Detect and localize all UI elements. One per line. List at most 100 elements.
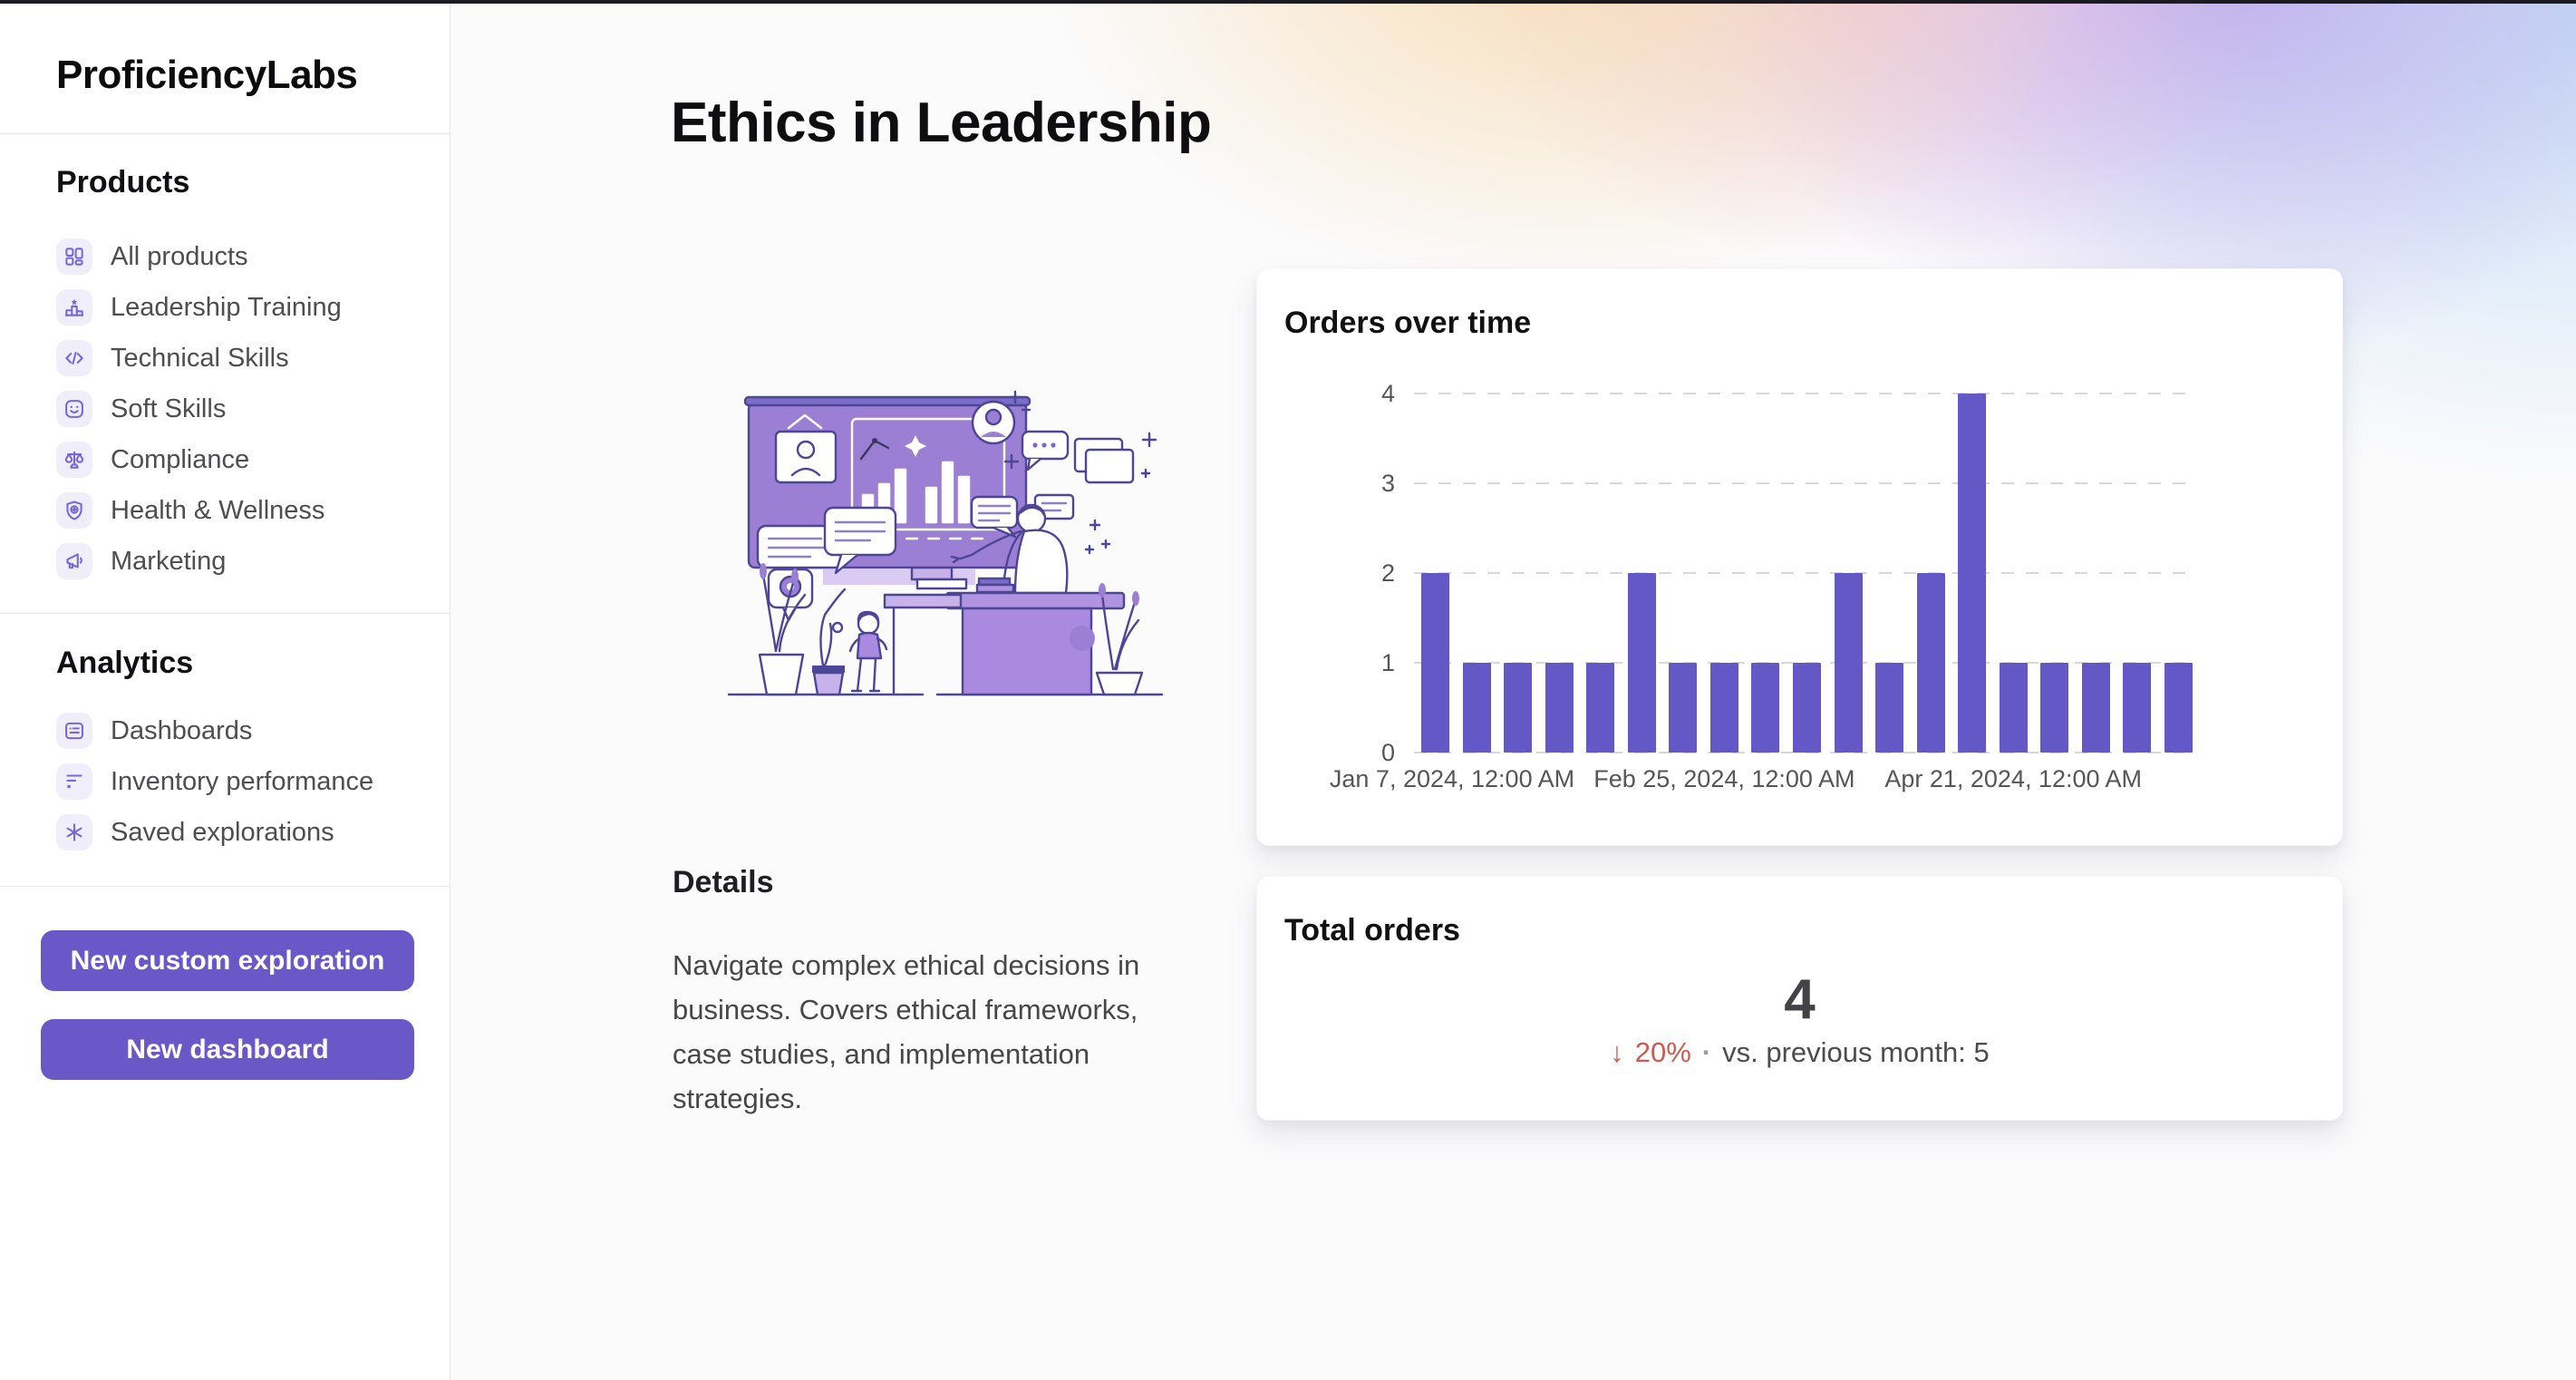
comparison-row: ↓ 20% · vs. previous month: 5 bbox=[1257, 1036, 2342, 1069]
megaphone-icon bbox=[56, 543, 92, 579]
gridline-y-3 bbox=[1414, 482, 2196, 484]
previous-month-comparison: vs. previous month: 5 bbox=[1722, 1036, 1990, 1068]
sidebar-item-inventory-performance[interactable]: Inventory performance bbox=[0, 756, 450, 807]
section-title-products: Products bbox=[56, 165, 190, 199]
order-bar[interactable] bbox=[1669, 663, 1698, 753]
order-bar[interactable] bbox=[1462, 663, 1491, 753]
sidebar-item-compliance[interactable]: Compliance bbox=[0, 434, 450, 485]
chart-title: Orders over time bbox=[1284, 306, 1532, 340]
total-orders-value: 4 bbox=[1784, 968, 1816, 1031]
desk bbox=[944, 577, 1126, 696]
mini-bar-chart bbox=[850, 417, 1006, 540]
divider bbox=[0, 886, 450, 887]
section-title-analytics: Analytics bbox=[56, 646, 194, 680]
training-illustration bbox=[727, 390, 1164, 696]
table bbox=[883, 593, 963, 695]
student bbox=[848, 610, 888, 693]
order-bar[interactable] bbox=[1504, 663, 1533, 753]
sidebar-item-dashboards[interactable]: Dashboards bbox=[0, 705, 450, 756]
presentation-screen bbox=[743, 395, 1031, 622]
sidebar-item-soft-skills[interactable]: Soft Skills bbox=[0, 384, 450, 434]
instructor bbox=[950, 503, 1069, 595]
profile-card bbox=[774, 413, 838, 484]
report-icon bbox=[56, 713, 92, 749]
orders-over-time-card: Orders over time 0 1 2 3 4 Jan 7, 2024, 12:00… bbox=[1256, 268, 2343, 846]
products-nav-list: All products Leadership Training Technical… bbox=[0, 231, 450, 587]
podium-icon bbox=[56, 289, 92, 326]
cards-stack-icon bbox=[1003, 432, 1157, 484]
order-bar[interactable] bbox=[1709, 663, 1738, 753]
page-title: Ethics in Leadership bbox=[671, 92, 1212, 154]
analytics-nav-list: Dashboards Inventory performance Saved exp… bbox=[0, 705, 450, 858]
bars-icon bbox=[56, 763, 92, 800]
gridline-y-2 bbox=[1414, 572, 2196, 574]
sidebar-item-label: Marketing bbox=[111, 546, 227, 576]
sidebar-item-saved-explorations[interactable]: Saved explorations bbox=[0, 807, 450, 858]
smiley-icon bbox=[56, 391, 92, 427]
sidebar-item-health-wellness[interactable]: Health & Wellness bbox=[0, 485, 450, 536]
plant bbox=[758, 563, 807, 696]
order-bar[interactable] bbox=[1627, 573, 1656, 753]
sidebar-item-label: Inventory performance bbox=[111, 766, 374, 796]
details-heading: Details bbox=[673, 865, 774, 899]
sidebar-section-products: Products All products Leadership Training… bbox=[0, 165, 450, 587]
x-axis-tick-label: Apr 21, 2024, 12:00 AM bbox=[1884, 765, 2143, 792]
sidebar-item-leadership-training[interactable]: Leadership Training bbox=[0, 282, 450, 333]
order-bar[interactable] bbox=[1586, 663, 1615, 753]
delta-percent: 20% bbox=[1634, 1036, 1691, 1068]
y-axis-tick-label: 4 bbox=[1380, 380, 1395, 407]
sidebar-item-label: Technical Skills bbox=[111, 343, 289, 373]
order-bar[interactable] bbox=[1421, 573, 1449, 753]
x-axis-tick-label: Jan 7, 2024, 12:00 AM bbox=[1329, 765, 1575, 792]
y-axis-tick-label: 0 bbox=[1380, 739, 1395, 766]
avatar-icon bbox=[971, 390, 1031, 445]
sidebar-section-analytics: Analytics Dashboards Inventory performanc… bbox=[0, 646, 450, 858]
order-bar[interactable] bbox=[1875, 663, 1904, 753]
sidebar-item-label: Compliance bbox=[111, 444, 250, 474]
shield-plus-icon bbox=[56, 492, 92, 529]
sidebar-item-marketing[interactable]: Marketing bbox=[0, 536, 450, 587]
speech-bubble bbox=[823, 506, 897, 575]
order-bar[interactable] bbox=[2081, 663, 2110, 753]
scale-icon bbox=[56, 442, 92, 478]
speech-bubble bbox=[970, 495, 1019, 539]
grid-icon bbox=[56, 238, 92, 275]
main-content: Ethics in Leadership bbox=[451, 4, 2576, 1380]
plus-sparkle bbox=[1089, 519, 1101, 531]
sidebar-item-label: Leadership Training bbox=[111, 292, 342, 322]
divider bbox=[0, 133, 450, 134]
plant bbox=[1095, 583, 1144, 696]
new-dashboard-button[interactable]: New dashboard bbox=[41, 1019, 414, 1080]
order-bar[interactable] bbox=[1916, 573, 1945, 753]
order-bar[interactable] bbox=[1751, 663, 1780, 753]
order-bar[interactable] bbox=[1834, 573, 1863, 753]
sidebar-item-all-products[interactable]: All products bbox=[0, 231, 450, 282]
divider bbox=[0, 613, 450, 614]
order-bar[interactable] bbox=[1999, 663, 2028, 753]
order-bar[interactable] bbox=[1545, 663, 1574, 753]
total-orders-title: Total orders bbox=[1284, 913, 1460, 948]
sidebar-item-label: Saved explorations bbox=[111, 817, 334, 847]
plus-sparkle bbox=[1100, 539, 1111, 549]
new-custom-exploration-button[interactable]: New custom exploration bbox=[41, 930, 414, 991]
y-axis-tick-label: 1 bbox=[1380, 649, 1395, 676]
asterisk-icon bbox=[56, 814, 92, 850]
y-axis-tick-label: 3 bbox=[1380, 470, 1395, 497]
code-icon bbox=[56, 340, 92, 376]
dot-separator: · bbox=[1701, 1036, 1712, 1068]
down-arrow-icon: ↓ bbox=[1610, 1036, 1624, 1068]
x-axis-tick-label: Feb 25, 2024, 12:00 AM bbox=[1593, 765, 1855, 792]
order-bar[interactable] bbox=[1792, 663, 1821, 753]
details-body: Navigate complex ethical decisions in bu… bbox=[673, 949, 1140, 1114]
sidebar-item-label: All products bbox=[111, 241, 248, 271]
sidebar: ProficiencyLabs Products All products Lea… bbox=[0, 0, 450, 1380]
total-orders-card: Total orders 4 ↓ 20% · vs. previous mont… bbox=[1256, 876, 2343, 1121]
order-bar[interactable] bbox=[2164, 663, 2193, 753]
plus-sparkle bbox=[1084, 544, 1095, 555]
sidebar-item-technical-skills[interactable]: Technical Skills bbox=[0, 333, 450, 384]
order-bar[interactable] bbox=[2040, 663, 2069, 753]
order-bar[interactable] bbox=[2123, 663, 2152, 753]
gridline-y-4 bbox=[1414, 393, 2196, 394]
y-axis-tick-label: 2 bbox=[1380, 559, 1395, 587]
order-bar[interactable] bbox=[1958, 394, 1987, 753]
